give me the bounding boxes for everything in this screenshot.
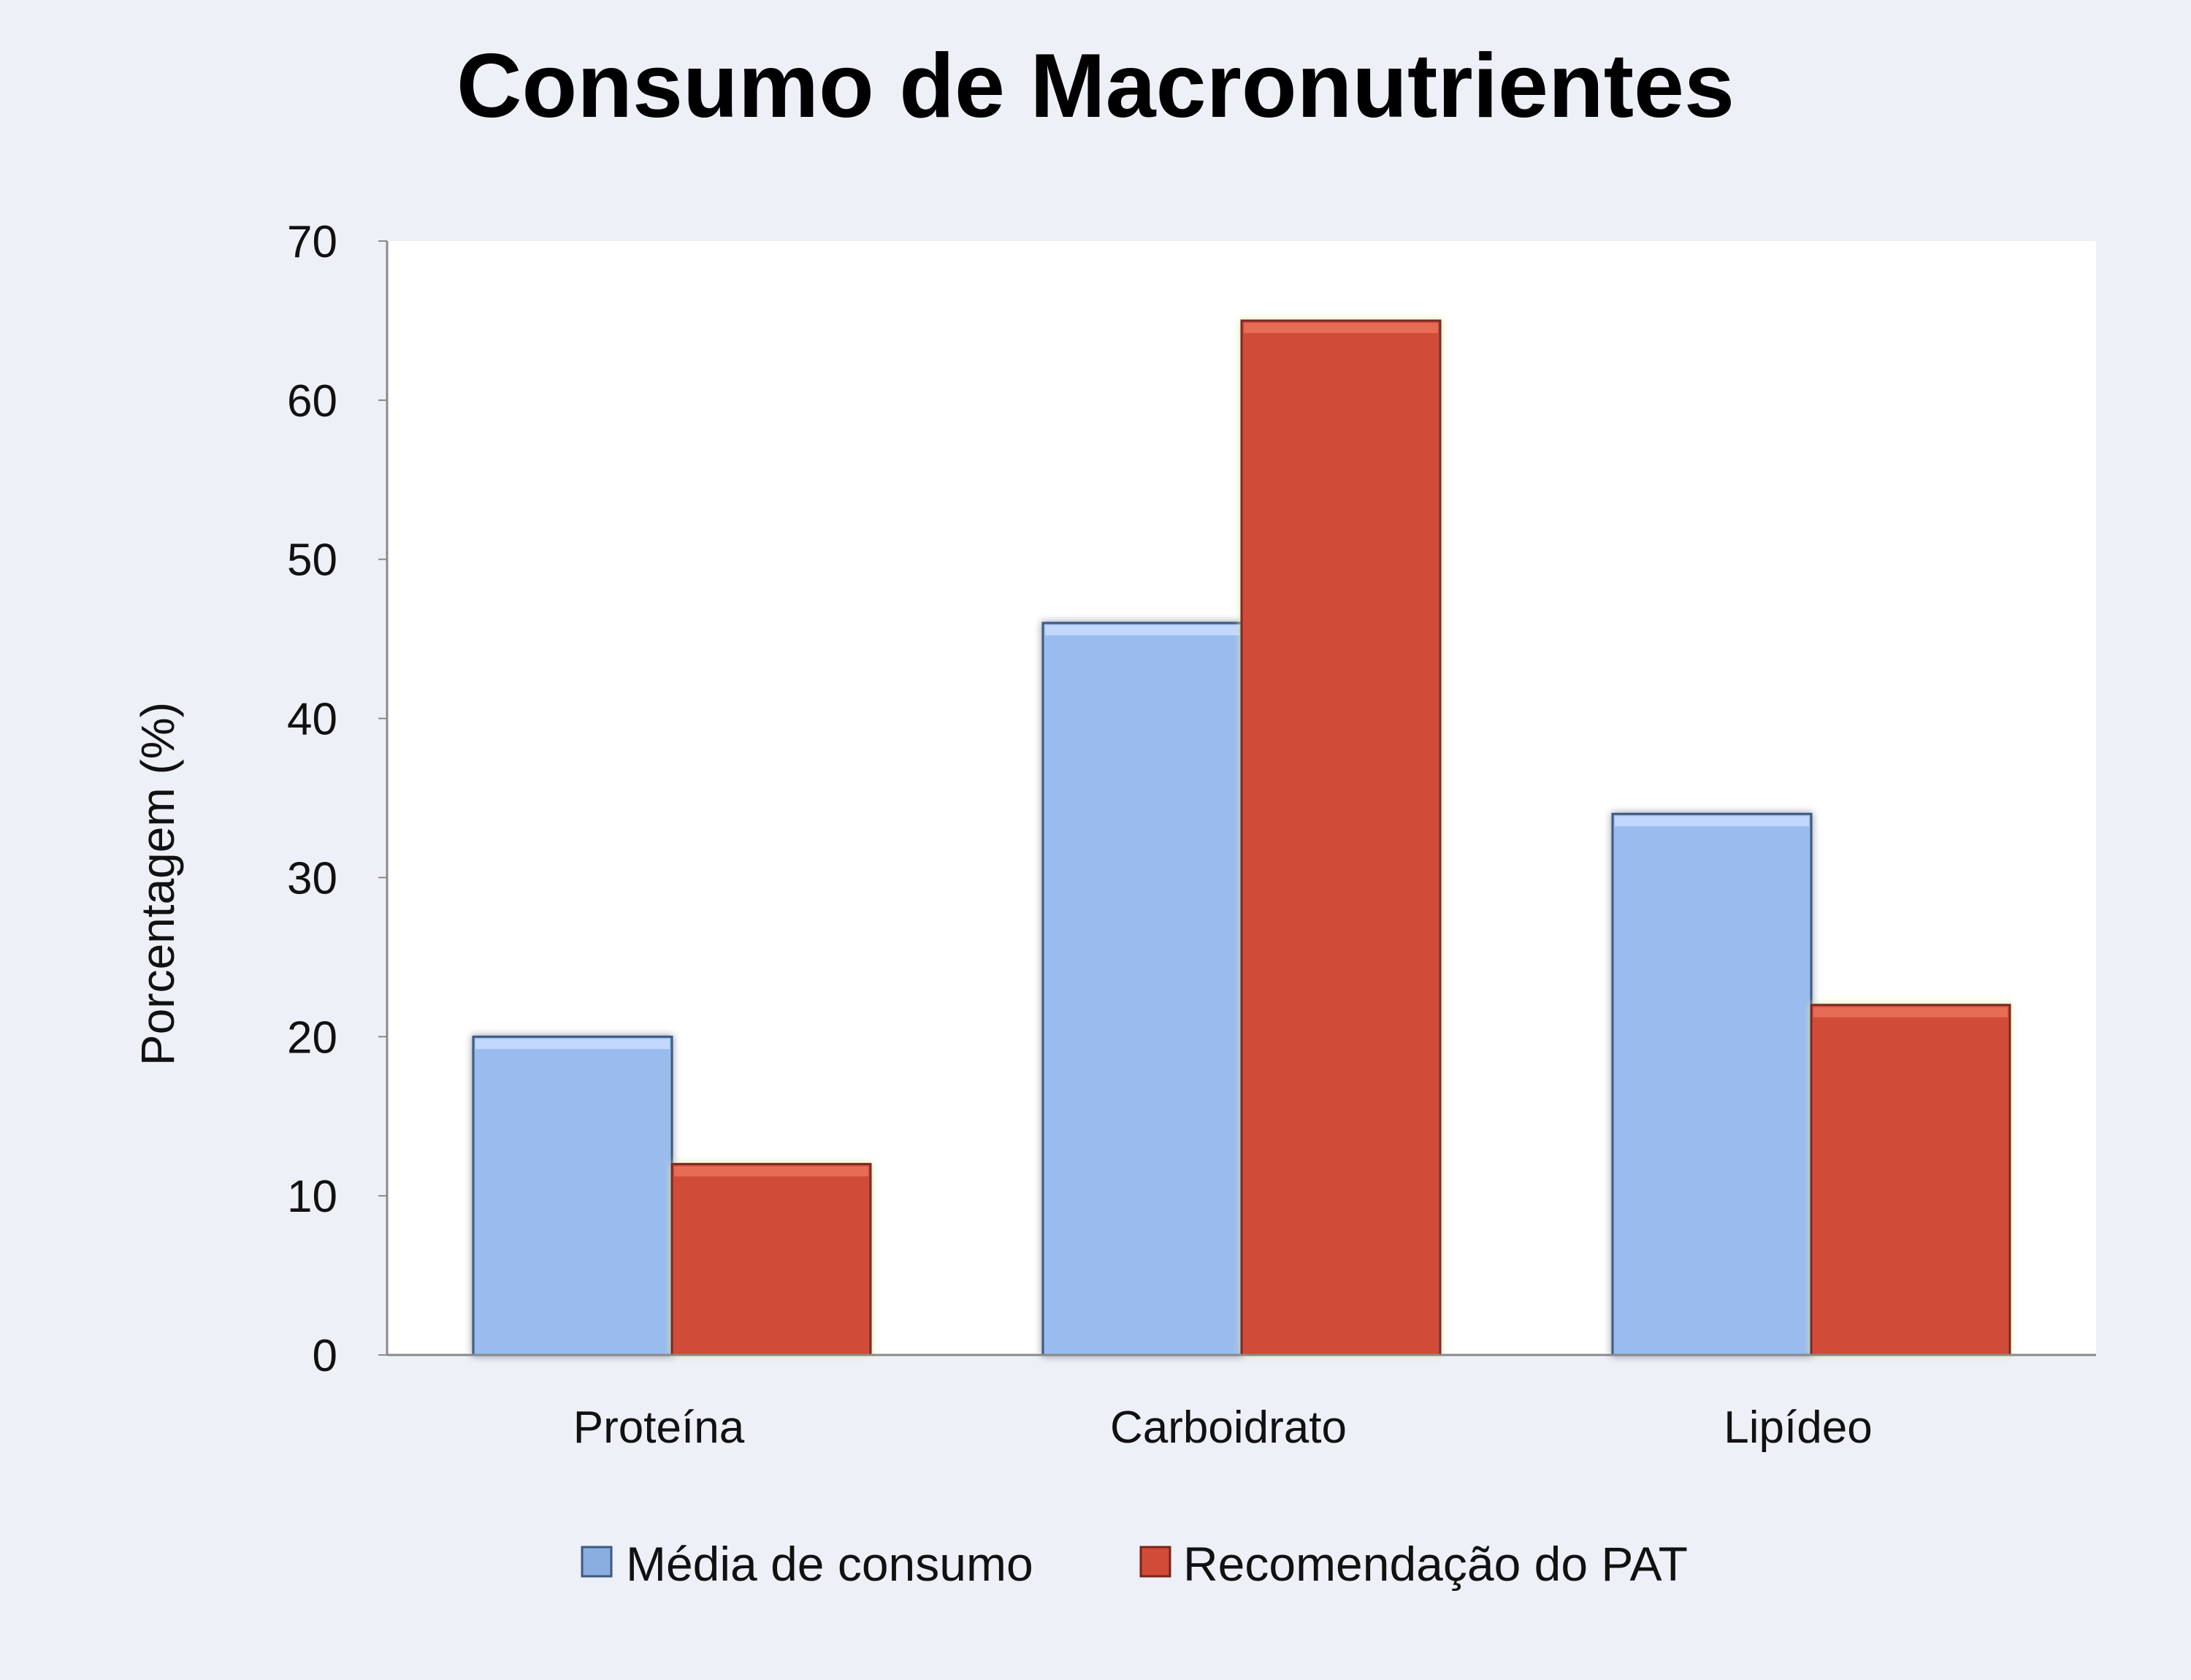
x-axis-ticks: Proteína Carboidrato Lipídeo — [573, 1402, 1873, 1453]
bar-top-highlight — [475, 1039, 670, 1050]
legend-item-pat: Recomendação do PAT — [1139, 1537, 1688, 1591]
y-axis-ticks: 0 10 20 30 40 50 60 70 — [287, 217, 387, 1381]
bar-recomendacao-pat — [1810, 1004, 2011, 1356]
legend-label-pat: Recomendação do PAT — [1183, 1537, 1688, 1591]
y-tick-label: 10 — [287, 1172, 337, 1222]
y-tick-label: 50 — [287, 535, 337, 586]
bar-top-highlight — [1615, 816, 1809, 827]
y-tick-label: 20 — [287, 1012, 337, 1063]
x-tick-label: Lipídeo — [1724, 1402, 1872, 1453]
bar-top-highlight — [1244, 322, 1438, 333]
bar-media-consumo — [472, 1035, 673, 1356]
bar-recomendacao-pat — [670, 1163, 872, 1356]
y-tick-label: 60 — [287, 376, 337, 427]
bar-top-highlight — [1813, 1007, 2008, 1017]
bar-media-consumo — [1041, 622, 1243, 1356]
x-tick-label: Carboidrato — [1110, 1402, 1347, 1453]
bar-media-consumo — [1611, 812, 1813, 1356]
bar-recomendacao-pat — [1240, 319, 1442, 1356]
y-tick-label: 40 — [287, 695, 337, 745]
legend: Média de consumo Recomendação do PAT — [581, 1537, 1688, 1591]
legend-swatch-media — [581, 1546, 613, 1578]
y-axis-label: Porcentagem (%) — [131, 702, 184, 1066]
y-tick-label: 0 — [313, 1331, 337, 1381]
legend-swatch-pat — [1139, 1546, 1171, 1578]
y-tick-label: 30 — [287, 853, 337, 904]
y-tick-label: 70 — [287, 217, 337, 267]
bar-top-highlight — [1045, 625, 1239, 635]
x-tick-label: Proteína — [573, 1402, 745, 1453]
bars — [472, 319, 2011, 1356]
legend-item-media: Média de consumo — [581, 1537, 1033, 1591]
legend-label-media: Média de consumo — [626, 1537, 1033, 1591]
bar-top-highlight — [674, 1166, 868, 1177]
chart-title: Consumo de Macronutrientes — [456, 36, 1735, 137]
